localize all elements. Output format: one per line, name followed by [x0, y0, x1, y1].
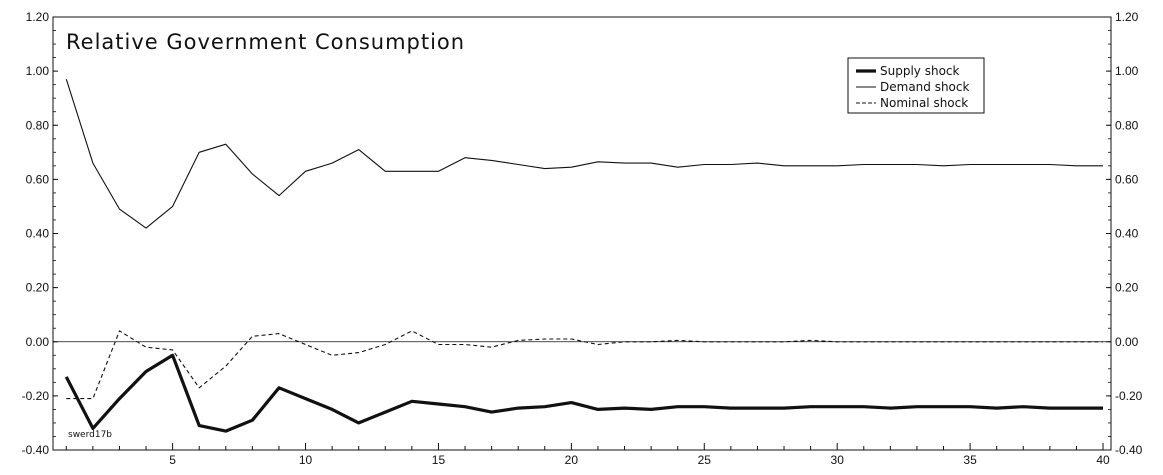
x-tick-label: 25 [698, 453, 712, 467]
y-axis-left: -0.40 -0.20 0.00 0.20 0.40 0.60 0.80 1.00 1.20 [22, 10, 58, 457]
y-axis-right: -0.40 -0.20 0.00 0.20 0.40 0.60 0.80 1.00 1.20 [1106, 10, 1143, 457]
series-line-supply-shock [64, 353, 1103, 433]
series-group [64, 79, 1103, 433]
legend-label: Demand shock [880, 80, 970, 94]
legend-box [847, 57, 985, 114]
y-tick-label-left: 1.00 [26, 64, 50, 78]
y-tick-label-left: 0.40 [26, 227, 50, 241]
x-tick-label: 30 [831, 453, 845, 467]
legend: Supply shock Demand shock Nominal shock [847, 57, 985, 114]
x-tick-label: 10 [299, 453, 313, 467]
y-tick-label-right: -0.40 [1115, 443, 1143, 457]
x-tick-label: 5 [169, 453, 176, 467]
y-tick-label-right: 1.20 [1115, 10, 1139, 24]
legend-label: Nominal shock [880, 96, 968, 110]
y-tick-label-right: -0.20 [1115, 389, 1143, 403]
chart-title: Relative Government Consumption [66, 30, 465, 54]
series-line-demand-shock [65, 79, 1103, 229]
y-tick-label-left: -0.20 [22, 389, 50, 403]
x-tick-label: 40 [1096, 453, 1110, 467]
legend-label: Supply shock [880, 64, 960, 78]
y-tick-label-right: 0.60 [1115, 172, 1139, 186]
series-annotation: swerd17b [68, 430, 112, 440]
x-axis: 5 10 15 20 25 30 35 40 [65, 443, 1110, 467]
y-tick-label-left: 0.80 [26, 118, 50, 132]
y-tick-label-left: 0.00 [26, 335, 50, 349]
series-line-nominal-shock [66, 330, 1103, 400]
x-tick-label: 20 [565, 453, 579, 467]
x-tick-label: 35 [963, 453, 977, 467]
y-tick-label-left: 0.60 [26, 172, 50, 186]
x-tick-label: 15 [432, 453, 446, 467]
y-tick-label-right: 0.00 [1115, 335, 1139, 349]
y-tick-label-left: -0.40 [22, 443, 50, 457]
y-tick-label-right: 0.80 [1115, 118, 1139, 132]
y-tick-label-right: 0.40 [1115, 227, 1139, 241]
y-tick-label-left: 0.20 [26, 281, 50, 295]
legend-items: Supply shock Demand shock Nominal shock [856, 64, 970, 110]
y-tick-label-left: 1.20 [26, 10, 50, 24]
y-tick-label-right: 1.00 [1115, 64, 1139, 78]
y-tick-label-right: 0.20 [1115, 281, 1139, 295]
